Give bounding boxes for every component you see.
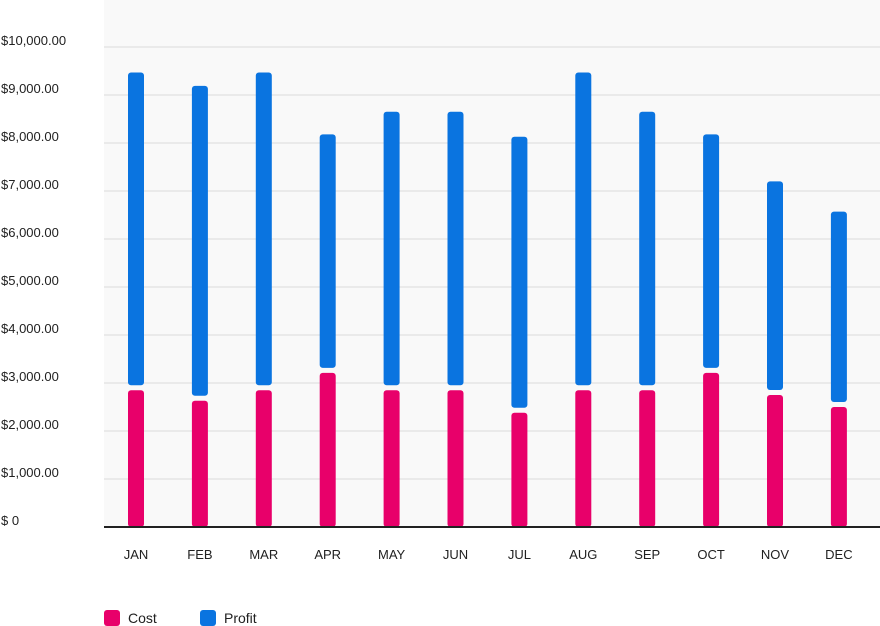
x-tick-label: OCT xyxy=(697,547,725,562)
y-tick-label: $2,000.00 xyxy=(1,417,59,432)
y-axis-tick-labels: $ 0 $1,000.00 $2,000.00 $3,000.00 $4,000.00 $… xyxy=(1,33,66,528)
plot-background xyxy=(104,0,880,527)
x-tick-label: JUN xyxy=(443,547,468,562)
bar-profit-may[interactable] xyxy=(383,111,400,386)
bar-profit-apr[interactable] xyxy=(319,134,336,368)
bar-profit-feb[interactable] xyxy=(191,85,208,396)
legend-swatch xyxy=(104,610,120,626)
legend-item-cost[interactable]: Cost xyxy=(104,610,157,626)
y-tick-label: $4,000.00 xyxy=(1,321,59,336)
x-axis-category-labels: JAN FEB MAR APR MAY JUN JUL AUG SEP OCT NOV DEC xyxy=(124,547,853,562)
x-tick-label: AUG xyxy=(569,547,597,562)
x-tick-label: SEP xyxy=(634,547,660,562)
legend[interactable]: Cost Profit xyxy=(104,610,257,626)
y-tick-label: $10,000.00 xyxy=(1,33,66,48)
y-tick-label: $3,000.00 xyxy=(1,369,59,384)
y-tick-label: $1,000.00 xyxy=(1,465,59,480)
bar-profit-jul[interactable] xyxy=(511,136,528,408)
x-tick-label: MAY xyxy=(378,547,406,562)
x-tick-label: JUL xyxy=(508,547,531,562)
x-tick-label: FEB xyxy=(187,547,212,562)
y-tick-label: $6,000.00 xyxy=(1,225,59,240)
bar-profit-dec[interactable] xyxy=(830,211,847,402)
bar-profit-oct[interactable] xyxy=(703,134,720,368)
x-tick-label: APR xyxy=(314,547,341,562)
bar-cost-apr[interactable] xyxy=(319,372,336,527)
bar-profit-sep[interactable] xyxy=(639,111,656,386)
legend-item-profit[interactable]: Profit xyxy=(200,610,257,626)
legend-label: Profit xyxy=(224,610,257,626)
bar-cost-sep[interactable] xyxy=(639,390,656,527)
legend-swatch xyxy=(200,610,216,626)
y-tick-label: $7,000.00 xyxy=(1,177,59,192)
bar-profit-jun[interactable] xyxy=(447,111,464,386)
bar-cost-aug[interactable] xyxy=(575,390,592,527)
y-tick-label: $ 0 xyxy=(1,513,19,528)
x-tick-label: DEC xyxy=(825,547,852,562)
bar-profit-aug[interactable] xyxy=(575,72,592,386)
y-tick-label: $9,000.00 xyxy=(1,81,59,96)
bar-cost-jul[interactable] xyxy=(511,412,528,527)
bar-cost-nov[interactable] xyxy=(767,395,783,527)
x-tick-label: NOV xyxy=(761,547,790,562)
x-tick-label: JAN xyxy=(124,547,149,562)
bar-profit-mar[interactable] xyxy=(255,72,272,386)
bar-profit-jan[interactable] xyxy=(128,72,144,386)
gridlines xyxy=(104,46,880,480)
bar-cost-jan[interactable] xyxy=(128,390,144,527)
legend-label: Cost xyxy=(128,610,157,626)
bar-cost-dec[interactable] xyxy=(830,407,847,527)
bar-cost-oct[interactable] xyxy=(703,372,720,527)
y-tick-label: $8,000.00 xyxy=(1,129,59,144)
x-tick-label: MAR xyxy=(249,547,278,562)
bar-profit-nov[interactable] xyxy=(767,181,783,390)
bars xyxy=(128,72,847,527)
bar-cost-feb[interactable] xyxy=(191,400,208,527)
bar-cost-jun[interactable] xyxy=(447,390,464,527)
y-tick-label: $5,000.00 xyxy=(1,273,59,288)
bar-cost-mar[interactable] xyxy=(255,390,272,527)
bar-cost-may[interactable] xyxy=(383,390,400,527)
